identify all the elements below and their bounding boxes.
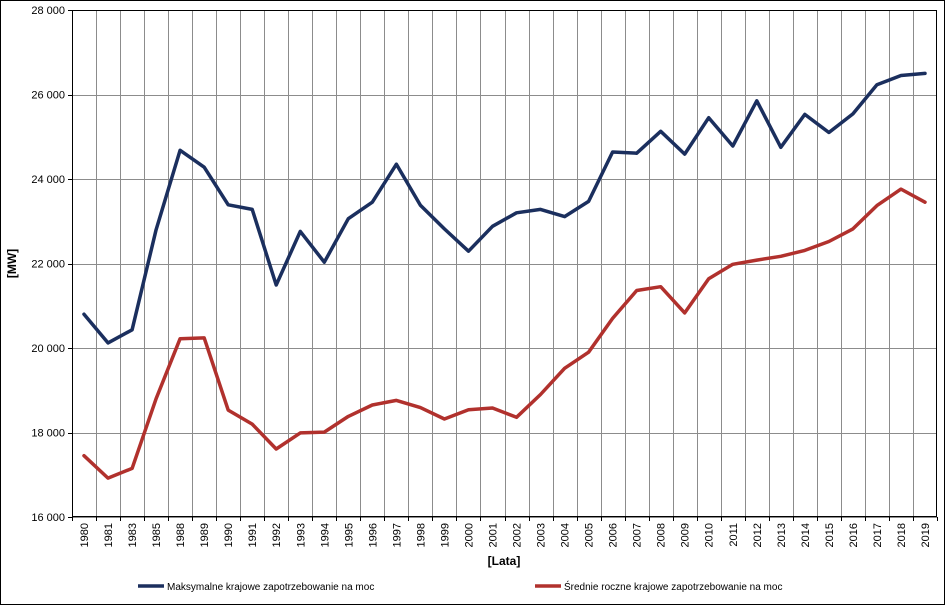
x-tick-label: 1991	[247, 523, 259, 547]
x-tick-label: 2008	[656, 523, 668, 547]
x-tick-label: 1980	[79, 523, 91, 547]
plot-border	[72, 10, 937, 517]
x-tick-label: 1994	[319, 523, 331, 547]
y-tick-label: 18 000	[31, 428, 65, 440]
y-tick-label: 22 000	[31, 259, 65, 271]
x-tick-label: 2015	[824, 523, 836, 547]
y-tick-label: 16 000	[31, 512, 65, 524]
x-tick-label: 2014	[800, 523, 812, 547]
x-tick-label: 2007	[632, 523, 644, 547]
x-tick-label: 2018	[896, 523, 908, 547]
series-layer	[82, 71, 927, 480]
series-line-1	[82, 71, 927, 345]
x-tick-label: 2009	[680, 523, 692, 547]
y-axis-label: [MW]	[5, 249, 19, 278]
x-tick-label: 2017	[872, 523, 884, 547]
x-tick-label: 2003	[536, 523, 548, 547]
x-tick-label: 1999	[439, 523, 451, 547]
y-tick-label: 24 000	[31, 174, 65, 186]
x-axis-ticks: 1980 1981 1983 1985 1988 1989 1990 1991 1992 1993…	[72, 517, 938, 547]
y-axis-ticks: 16 000 18 000 20 000 22 000 24 000 26 000 28 0…	[31, 5, 72, 524]
y-tick-label: 20 000	[31, 343, 65, 355]
series-line-2	[82, 187, 927, 480]
x-tick-label: 2010	[704, 523, 716, 547]
x-tick-label: 2005	[584, 523, 596, 547]
x-tick-label: 1998	[415, 523, 427, 547]
x-tick-label: 1992	[271, 523, 283, 547]
x-tick-label: 1983	[127, 523, 139, 547]
y-tick-label: 26 000	[31, 90, 65, 102]
x-tick-label: 2019	[920, 523, 932, 547]
x-tick-label: 2004	[560, 523, 572, 547]
x-tick-label: 1981	[103, 523, 115, 547]
x-tick-label: 2006	[608, 523, 620, 547]
x-tick-label: 2000	[463, 523, 475, 547]
x-tick-label: 2011	[728, 523, 740, 547]
x-tick-label: 2016	[848, 523, 860, 547]
x-tick-label: 1988	[175, 523, 187, 547]
x-tick-label: 1996	[367, 523, 379, 547]
x-tick-label: 1990	[223, 523, 235, 547]
x-tick-label: 1989	[199, 523, 211, 547]
legend-label: Średnie roczne krajowe zapotrzebowanie n…	[564, 580, 782, 593]
x-tick-label: 1985	[151, 523, 163, 547]
legend-label: Maksymalne krajowe zapotrzebowanie na mo…	[167, 582, 374, 593]
x-tick-label: 2012	[752, 523, 764, 547]
x-tick-label: 2001	[487, 523, 499, 547]
x-tick-label: 2002	[512, 523, 524, 547]
plot-area	[72, 10, 937, 517]
x-axis-label: [Lata]	[488, 554, 521, 568]
legend: Maksymalne krajowe zapotrzebowanie na mo…	[138, 580, 782, 593]
x-tick-label: 1993	[295, 523, 307, 547]
y-tick-label: 28 000	[31, 5, 65, 17]
x-tick-label: 1995	[343, 523, 355, 547]
x-tick-label: 2013	[776, 523, 788, 547]
x-tick-label: 1997	[391, 523, 403, 547]
